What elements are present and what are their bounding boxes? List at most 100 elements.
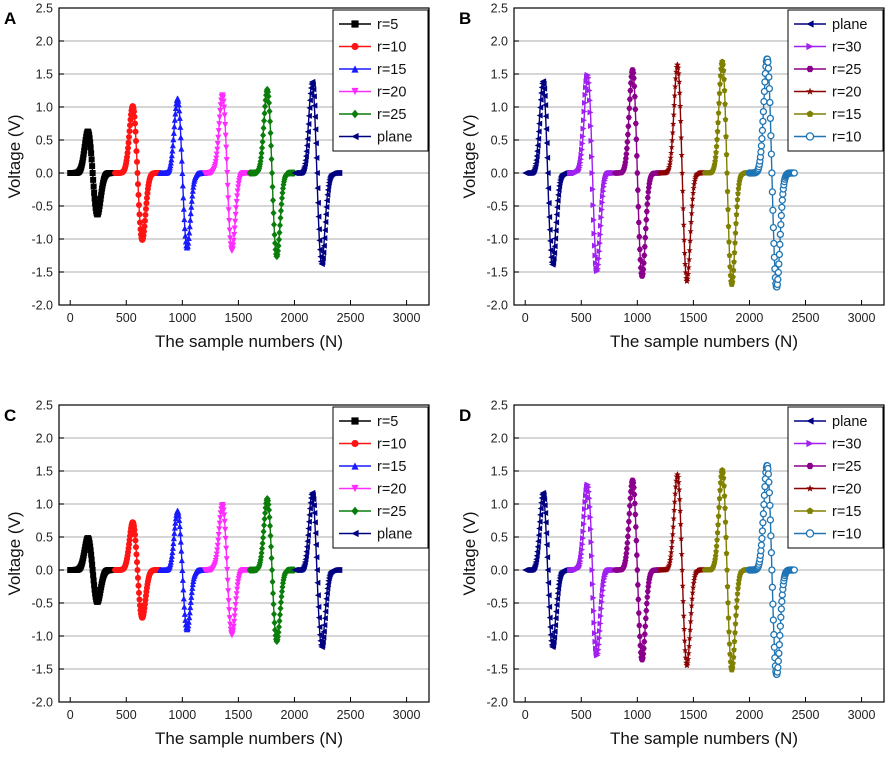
data-point — [598, 598, 605, 605]
data-point — [636, 234, 643, 240]
data-point — [588, 539, 595, 546]
data-point — [178, 547, 185, 554]
data-point — [265, 497, 272, 505]
data-point — [759, 107, 768, 116]
legend: plane r=30 r=25 r=20 r=15 r=10 — [787, 9, 884, 152]
data-point — [583, 84, 590, 91]
data-point — [670, 120, 677, 127]
data-point — [541, 92, 548, 99]
data-point — [729, 664, 736, 671]
data-point — [217, 107, 224, 114]
x-tick-label: 500 — [116, 311, 137, 325]
data-point — [634, 187, 641, 193]
data-point — [268, 155, 275, 163]
data-point — [260, 528, 267, 536]
legend: r=5 r=10 r=15 r=20 r=25 plane — [332, 9, 429, 152]
data-point — [89, 567, 96, 573]
data-point — [86, 540, 93, 547]
data-point — [582, 91, 589, 98]
legend-label: r=25 — [832, 459, 861, 475]
data-point — [533, 552, 540, 559]
data-point — [672, 483, 679, 490]
data-point — [632, 106, 639, 112]
data-point — [765, 489, 774, 497]
data-point — [229, 630, 236, 637]
data-point — [310, 93, 317, 100]
data-point — [631, 500, 638, 507]
data-point — [668, 143, 675, 150]
data-point — [684, 662, 691, 669]
data-point — [172, 515, 179, 522]
data-point — [691, 180, 698, 187]
data-point — [769, 206, 777, 214]
data-point — [312, 140, 319, 147]
data-point — [546, 226, 553, 233]
data-point — [580, 125, 587, 132]
data-point — [268, 543, 275, 551]
data-point — [768, 583, 777, 591]
data-point — [90, 183, 97, 190]
data-point — [636, 246, 643, 252]
data-point — [171, 123, 178, 130]
data-point — [666, 161, 673, 168]
y-tick-label: 1.0 — [491, 498, 508, 512]
data-point — [222, 121, 229, 128]
data-point — [234, 582, 241, 589]
data-point — [314, 199, 321, 206]
data-point — [597, 222, 604, 229]
y-tick-label: 1.0 — [36, 498, 53, 512]
data-point — [599, 199, 606, 206]
data-point — [136, 211, 143, 218]
data-point — [713, 149, 719, 155]
data-point — [91, 195, 98, 202]
data-point — [765, 84, 774, 93]
y-tick-label: 1.0 — [491, 101, 508, 115]
data-point — [215, 128, 222, 135]
data-point — [134, 181, 141, 188]
data-point — [720, 469, 726, 476]
data-point — [258, 153, 265, 162]
data-point — [168, 552, 175, 559]
data-point — [722, 116, 729, 123]
data-point — [642, 615, 649, 621]
data-point — [717, 72, 724, 79]
data-point — [766, 114, 775, 123]
data-point — [764, 64, 773, 72]
data-point — [175, 97, 182, 104]
data-point — [140, 228, 147, 235]
data-point — [89, 163, 96, 170]
data-point — [732, 229, 739, 236]
data-point — [178, 557, 185, 564]
data-point — [625, 519, 632, 525]
data-point — [215, 532, 222, 539]
legend-label: r=20 — [377, 85, 406, 101]
data-point — [690, 584, 697, 591]
data-point — [731, 646, 737, 653]
data-point — [90, 572, 97, 579]
data-point — [769, 616, 778, 624]
data-point — [275, 242, 282, 250]
data-point — [535, 135, 542, 142]
data-point — [315, 603, 322, 610]
data-point — [222, 526, 229, 533]
data-point — [170, 540, 177, 547]
data-point — [315, 213, 322, 220]
data-point — [767, 549, 776, 557]
data-point — [758, 134, 766, 143]
data-point — [552, 227, 559, 234]
data-point — [578, 551, 585, 558]
data-point — [226, 227, 233, 234]
data-point — [722, 519, 729, 525]
data-point — [588, 153, 595, 160]
data-point — [722, 505, 728, 511]
data-point — [543, 140, 550, 147]
data-point — [271, 231, 278, 239]
data-point — [321, 622, 328, 629]
data-point — [269, 169, 276, 177]
data-point — [681, 637, 688, 644]
data-point — [259, 544, 266, 553]
y-tick-label: 2.0 — [36, 432, 53, 446]
data-point — [579, 140, 586, 147]
data-point — [682, 654, 689, 661]
data-point — [555, 186, 562, 193]
